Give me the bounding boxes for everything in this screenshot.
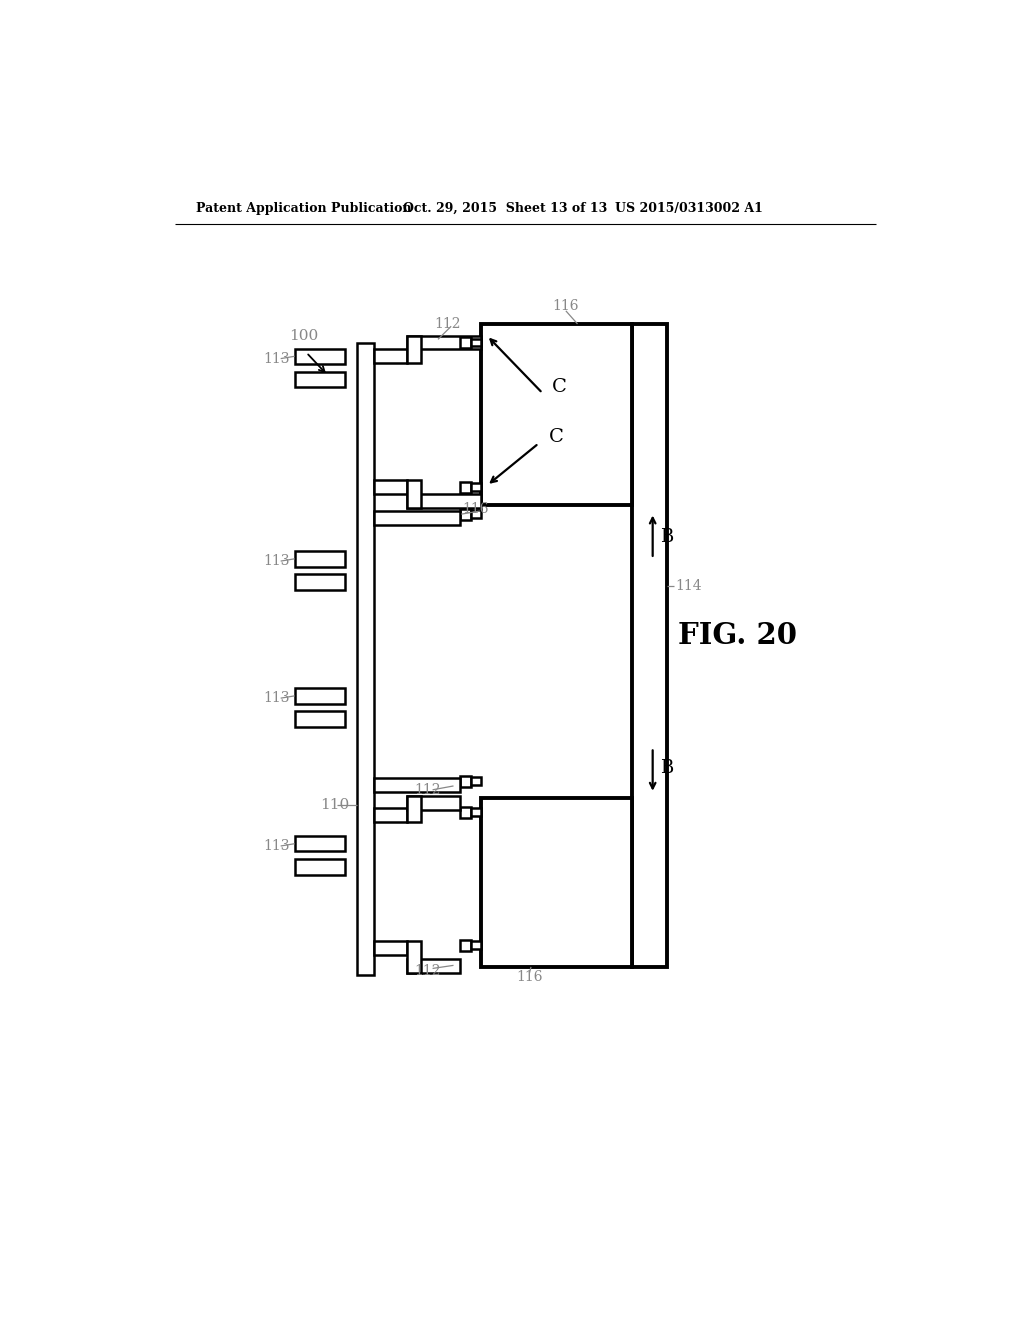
Bar	[471, 511, 480, 517]
Text: Oct. 29, 2015  Sheet 13 of 13: Oct. 29, 2015 Sheet 13 of 13	[403, 202, 607, 215]
Bar	[461, 482, 471, 492]
Text: 116: 116	[516, 970, 543, 983]
Bar	[374, 480, 407, 494]
Bar	[374, 350, 407, 363]
Bar	[407, 335, 421, 363]
Bar	[374, 941, 407, 956]
Bar	[461, 508, 471, 520]
Bar	[295, 552, 345, 566]
Text: FIG. 20: FIG. 20	[678, 622, 798, 651]
Bar	[480, 323, 632, 506]
Bar	[374, 808, 407, 822]
Bar	[471, 808, 480, 816]
Bar	[295, 711, 345, 726]
Bar	[295, 348, 345, 364]
Text: C: C	[552, 378, 567, 396]
Bar	[461, 776, 471, 787]
Bar	[295, 574, 345, 590]
Bar	[407, 335, 480, 350]
Bar	[461, 940, 471, 950]
Bar	[461, 337, 471, 348]
Text: 116: 116	[553, 300, 580, 313]
Bar	[407, 796, 461, 810]
Bar	[356, 343, 374, 974]
Bar	[407, 941, 421, 973]
Text: 100: 100	[289, 329, 318, 342]
Text: 112: 112	[415, 783, 441, 797]
Bar	[295, 688, 345, 704]
Text: 110: 110	[321, 799, 349, 812]
Bar	[407, 960, 461, 973]
Text: 113: 113	[263, 692, 290, 705]
Text: B: B	[660, 759, 674, 777]
Text: Patent Application Publication: Patent Application Publication	[197, 202, 412, 215]
Text: 113: 113	[263, 840, 290, 853]
Text: 114: 114	[675, 578, 701, 593]
Bar	[471, 339, 480, 346]
Bar	[374, 779, 461, 792]
Bar	[295, 859, 345, 874]
Bar	[374, 511, 461, 525]
Bar	[471, 777, 480, 785]
Bar	[295, 372, 345, 387]
Bar	[471, 941, 480, 949]
Bar	[471, 483, 480, 491]
Text: B: B	[660, 528, 674, 546]
Bar	[407, 494, 480, 508]
Bar	[461, 807, 471, 817]
Bar	[407, 480, 421, 508]
Bar	[480, 797, 632, 966]
Bar	[632, 323, 667, 966]
Bar	[407, 796, 421, 822]
Text: 112: 112	[415, 964, 441, 978]
Bar	[295, 836, 345, 851]
Text: 113: 113	[263, 351, 290, 366]
Text: US 2015/0313002 A1: US 2015/0313002 A1	[614, 202, 763, 215]
Text: 112: 112	[434, 317, 461, 331]
Text: 113: 113	[263, 554, 290, 568]
Text: 116: 116	[463, 502, 489, 516]
Text: C: C	[549, 428, 563, 446]
